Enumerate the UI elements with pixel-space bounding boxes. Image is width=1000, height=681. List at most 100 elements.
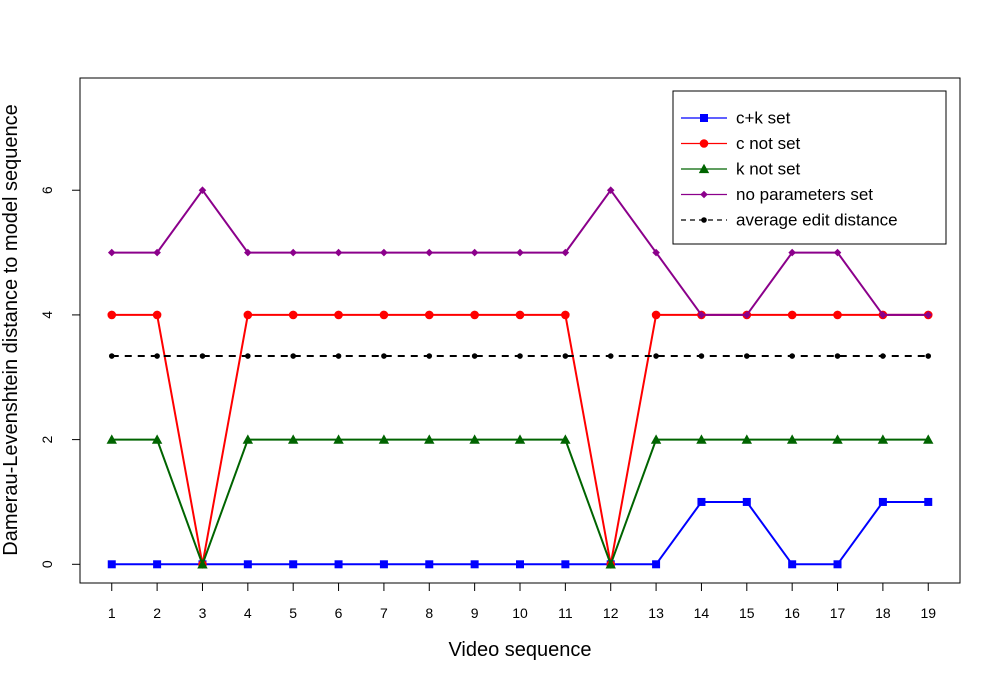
data-point — [424, 434, 435, 444]
x-tick-label: 2 — [153, 605, 161, 621]
data-point — [744, 353, 750, 359]
data-point — [470, 310, 479, 320]
x-tick-label: 6 — [335, 605, 343, 621]
data-point — [923, 434, 934, 444]
data-point — [788, 248, 796, 257]
data-point — [741, 434, 753, 444]
data-point — [651, 310, 661, 320]
x-tick-label: 4 — [244, 605, 252, 621]
data-point — [516, 248, 524, 257]
legend-label: c not set — [736, 134, 801, 153]
data-point — [605, 559, 616, 569]
data-point — [242, 434, 254, 444]
data-point — [514, 434, 526, 444]
x-axis-title: Video sequence — [448, 639, 591, 661]
data-point — [107, 310, 117, 320]
data-point — [198, 186, 207, 195]
data-point — [561, 310, 570, 320]
data-point — [653, 353, 659, 359]
data-point — [925, 353, 932, 359]
legend-swatch-marker — [699, 139, 709, 148]
data-point — [607, 353, 614, 359]
data-point — [243, 310, 253, 320]
data-point — [697, 497, 706, 506]
series-average-edit-distance — [108, 353, 932, 359]
data-point — [786, 434, 798, 444]
legend-label: c+k set — [736, 109, 791, 128]
data-point — [924, 311, 933, 319]
data-point — [424, 310, 434, 320]
data-point — [378, 434, 390, 444]
x-tick-label: 18 — [875, 605, 891, 621]
y-tick-label: 4 — [39, 311, 55, 319]
data-point — [469, 434, 480, 444]
data-point — [199, 353, 206, 359]
data-point — [108, 353, 115, 359]
legend-box — [672, 90, 947, 245]
data-point — [426, 353, 433, 359]
series-line — [111, 500, 929, 566]
y-axis: 0 2 4 6 — [39, 186, 80, 568]
x-tick-label: 15 — [739, 605, 755, 621]
x-tick-label: 3 — [199, 605, 207, 621]
data-point — [787, 310, 797, 320]
x-tick-label: 16 — [784, 605, 800, 621]
data-point — [789, 353, 795, 359]
data-point — [107, 248, 116, 257]
data-point — [334, 310, 343, 320]
y-tick-label: 2 — [39, 436, 55, 444]
y-tick-label: 0 — [39, 560, 55, 568]
data-point — [151, 434, 163, 444]
x-tick-label: 7 — [380, 605, 388, 621]
x-tick-label: 13 — [648, 605, 664, 621]
x-tick-label: 14 — [694, 605, 710, 621]
y-axis-title: Damerau-Levenshtein distance to model se… — [0, 104, 22, 555]
data-point — [287, 434, 299, 444]
data-point — [833, 248, 842, 257]
data-point — [834, 353, 841, 359]
data-point — [425, 248, 434, 257]
series-line — [111, 438, 929, 568]
data-point — [742, 497, 751, 506]
data-point — [333, 434, 344, 444]
data-point — [379, 310, 389, 320]
series-no-parameters-set — [107, 186, 933, 319]
data-point — [470, 248, 479, 257]
data-point — [289, 248, 297, 257]
data-point — [244, 248, 252, 257]
legend-label: k not set — [736, 160, 801, 179]
data-point — [334, 248, 343, 257]
data-point — [652, 248, 660, 257]
x-tick-label: 10 — [512, 605, 528, 621]
data-point — [606, 186, 615, 195]
data-point — [425, 560, 434, 569]
data-point — [379, 560, 388, 569]
data-point — [335, 353, 342, 359]
data-point — [470, 560, 479, 569]
data-point — [334, 560, 343, 569]
data-point — [560, 434, 571, 444]
legend-label: no parameters set — [736, 185, 873, 204]
data-point — [832, 434, 843, 444]
x-tick-label: 8 — [425, 605, 433, 621]
data-point — [515, 310, 525, 320]
data-point — [877, 434, 889, 444]
legend-swatch-marker — [700, 190, 708, 199]
x-tick-label: 17 — [830, 605, 846, 621]
data-point — [743, 311, 751, 319]
data-point — [924, 497, 933, 506]
data-point — [153, 560, 162, 569]
data-point — [471, 353, 478, 359]
data-point — [245, 353, 251, 359]
series-c-not-set — [107, 310, 933, 569]
data-point — [243, 560, 252, 569]
legend-swatch-marker — [701, 217, 707, 223]
x-axis: 1 2 3 4 5 6 7 8 9 10 11 12 13 14 15 16 17 18 19 — [108, 583, 936, 621]
data-point — [833, 310, 842, 320]
data-point — [878, 497, 887, 506]
data-point — [650, 434, 662, 444]
data-point — [698, 353, 705, 359]
data-point — [879, 311, 887, 319]
series-c-k-set — [107, 497, 933, 569]
